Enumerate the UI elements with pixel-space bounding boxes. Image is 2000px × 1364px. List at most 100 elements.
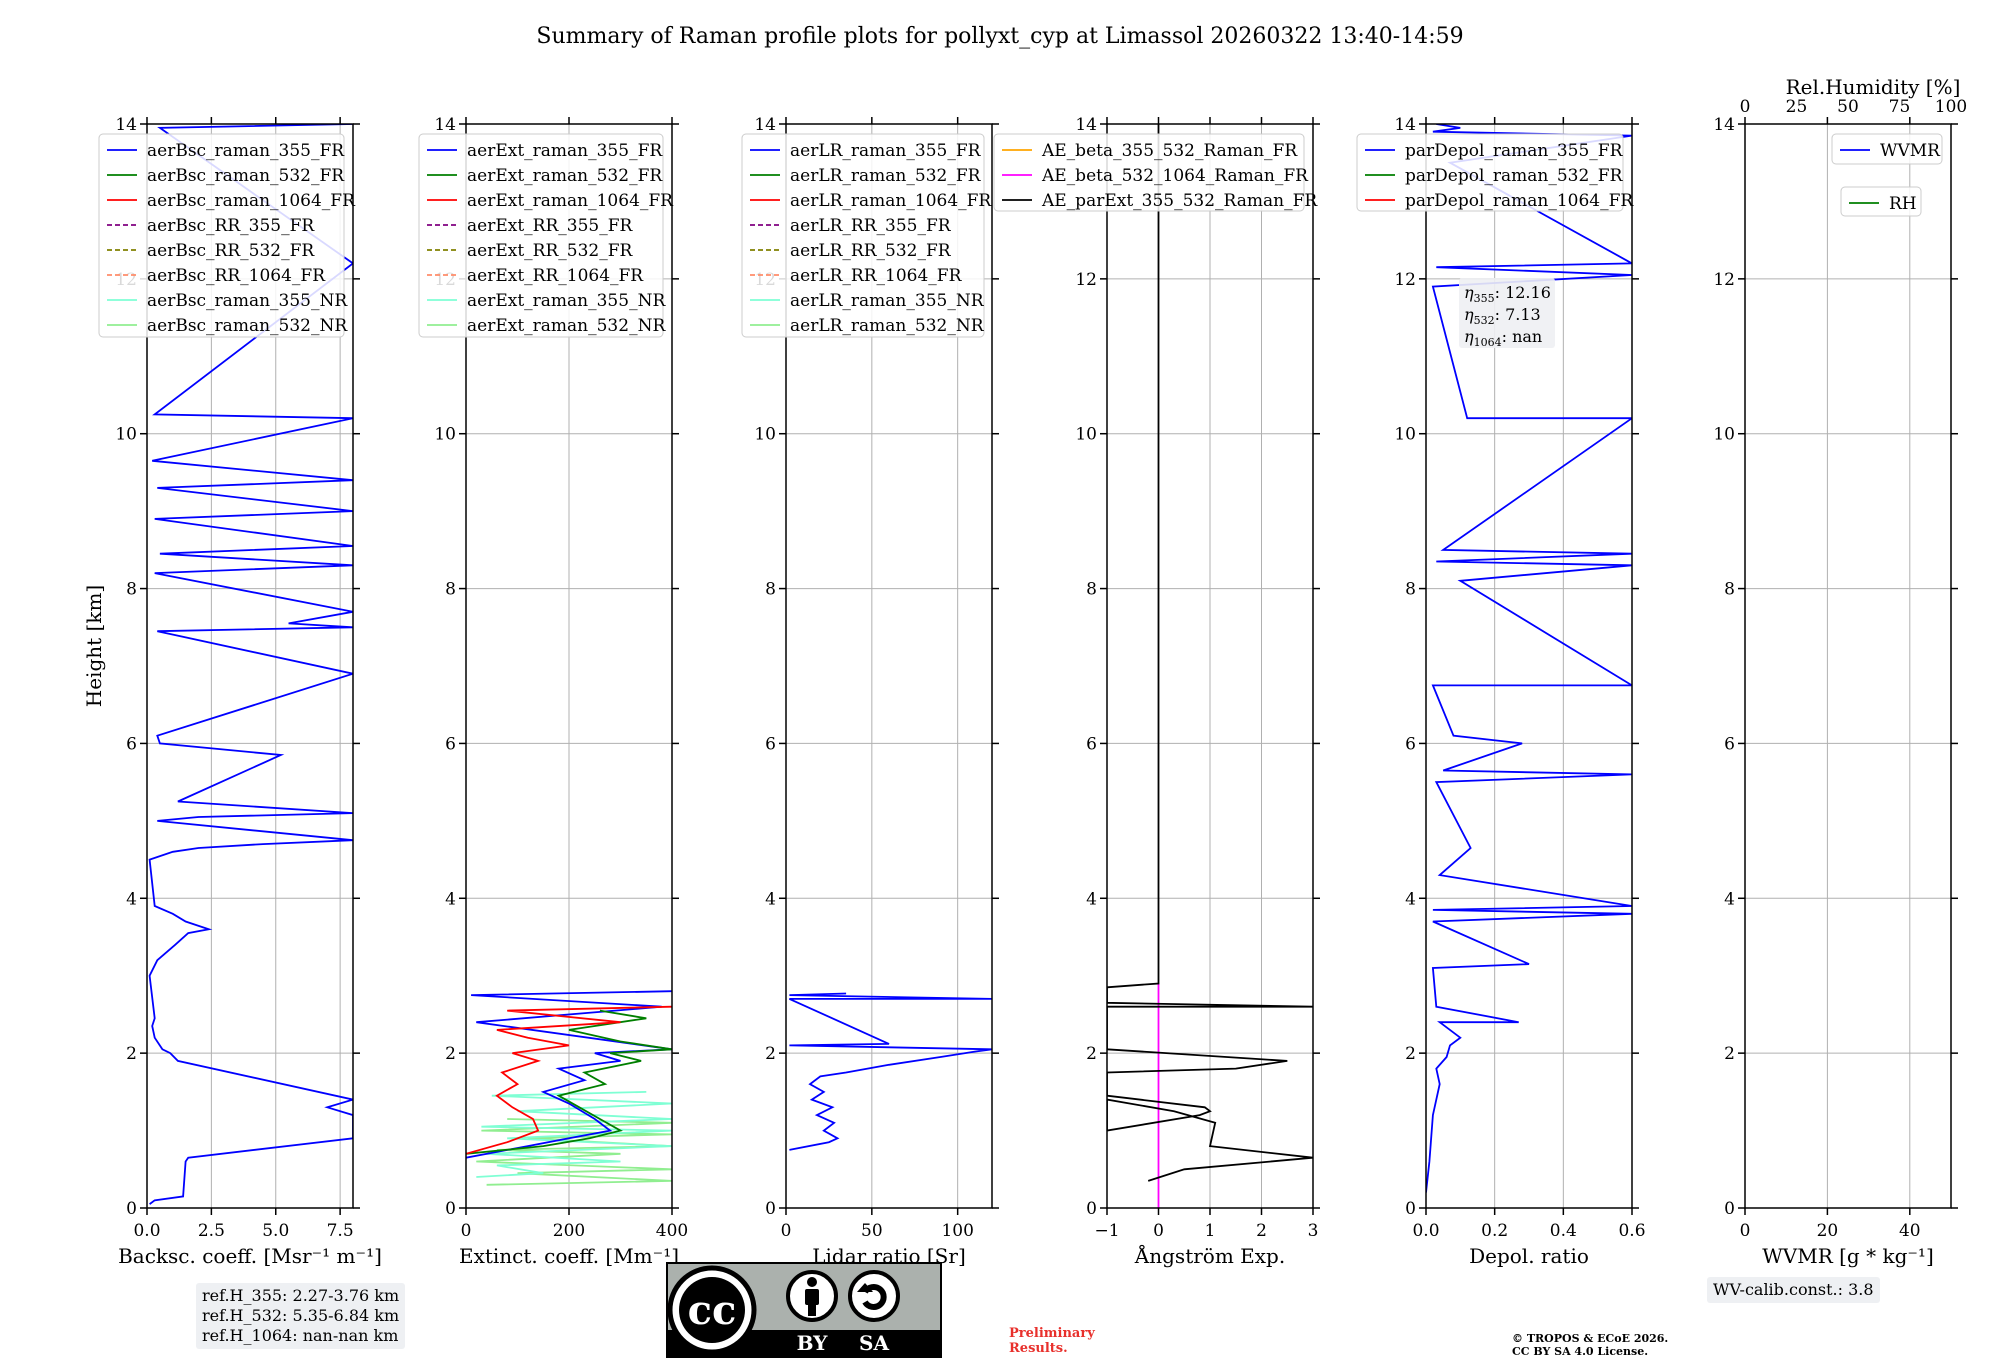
xtick-label-bsc-2: 5.0 (262, 1221, 289, 1241)
legend-bsc: aerBsc_raman_355_FR aerBsc_raman_532_FRae… (98, 133, 356, 338)
eta-symbol-0: η (1464, 283, 1474, 302)
legend-label-bsc-0: aerBsc_raman_355_FR (147, 141, 345, 161)
xlabel-ext: Extinct. coeff. [Mm⁻¹] (459, 1244, 679, 1268)
legend-label-depol-2: parDepol_raman_1064_FR (1405, 191, 1634, 211)
legend-label-bsc-1: aerBsc_raman_532_FR (147, 166, 345, 186)
xtick-label-ext-1: 200 (553, 1221, 585, 1241)
ytick-label-ae-1: 2 (1086, 1044, 1097, 1064)
ytick-label-ext-4: 8 (445, 580, 456, 600)
legend-label-bsc-3: aerBsc_RR_355_FR (147, 216, 315, 236)
legend-label-ext-7: aerExt_raman_532_NR (467, 316, 666, 336)
sa-arrow-icon (862, 1284, 887, 1310)
xtick-label-ae-2: 1 (1205, 1221, 1216, 1241)
xlabel-wv: WVMR [g * kg⁻¹] (1762, 1244, 1934, 1268)
by-person-legs (808, 1304, 816, 1316)
xtick-label-depol-0: 0.0 (1412, 1221, 1439, 1241)
eta-annotation-0: η355: 12.16 (1464, 283, 1551, 305)
legend-label-lr-4: aerLR_RR_532_FR (790, 241, 952, 261)
ytick-label-ext-3: 6 (445, 734, 456, 754)
panel-lr: 05010002468101214Lidar ratio [Sr]aerLR_r… (741, 115, 999, 1268)
xtick-label-ae-0: −1 (1094, 1221, 1119, 1241)
preliminary-note: Preliminary Results. (1009, 1326, 1095, 1356)
ytick-label-wv-7: 14 (1713, 115, 1735, 135)
legend-label-ext-2: aerExt_raman_1064_FR (467, 191, 674, 211)
ytick-label-ae-4: 8 (1086, 580, 1097, 600)
xtick-label-depol-1: 0.2 (1481, 1221, 1508, 1241)
legend-ext: aerExt_raman_355_FR aerExt_raman_532_FRae… (418, 133, 674, 338)
eta-symbol-1: η (1464, 305, 1474, 324)
legend-label-ext-6: aerExt_raman_355_NR (467, 291, 666, 311)
xtick-label-ae-1: 0 (1153, 1221, 1164, 1241)
ytick-label-lr-5: 10 (754, 425, 776, 445)
ytick-label-ae-3: 6 (1086, 734, 1097, 754)
ytick-label-bsc-1: 2 (126, 1044, 137, 1064)
legend-label-ext-3: aerExt_RR_355_FR (467, 216, 633, 236)
legend-label-lr-2: aerLR_raman_1064_FR (790, 191, 992, 211)
ytick-label-bsc-0: 0 (126, 1199, 137, 1219)
ytick-label-lr-2: 4 (765, 889, 776, 909)
legend-frame-wv-2 (1840, 186, 1922, 217)
eta-value-2: : nan (1502, 327, 1543, 346)
ytick-label-depol-5: 10 (1394, 425, 1416, 445)
ref-height-box: ref.H_355: 2.27-3.76 km ref.H_532: 5.35-… (196, 1283, 406, 1349)
ytick-label-lr-1: 2 (765, 1044, 776, 1064)
xtick-label-ae-3: 2 (1256, 1221, 1267, 1241)
legend-label-lr-3: aerLR_RR_355_FR (790, 216, 952, 236)
cc-inner-icon (679, 1277, 745, 1343)
ytick-label-bsc-3: 6 (126, 734, 137, 754)
eta-annotation-2: η1064: nan (1464, 327, 1542, 349)
preliminary-line-2: Results. (1009, 1341, 1068, 1356)
cc-license-logo: cc BY SA (666, 1262, 942, 1358)
legend-label-ext-1: aerExt_raman_532_FR (467, 166, 663, 186)
ytick-label-bsc-2: 4 (126, 889, 137, 909)
legend-label-bsc-5: aerBsc_RR_1064_FR (147, 266, 326, 286)
ytick-label-lr-0: 0 (765, 1199, 776, 1219)
legend-label-ext-5: aerExt_RR_1064_FR (467, 266, 644, 286)
ytick-label-depol-4: 8 (1405, 580, 1416, 600)
preliminary-line-1: Preliminary (1009, 1326, 1095, 1341)
copyright-line-1: © TROPOS & ECoE 2026. (1512, 1332, 1669, 1345)
legend-frame-lr (741, 133, 985, 338)
eta-value-1: : 7.13 (1495, 305, 1541, 324)
ytick-label-bsc-4: 8 (126, 580, 137, 600)
eta-subscript-0: 355 (1474, 292, 1495, 305)
ytick-label-depol-7: 14 (1394, 115, 1416, 135)
legend-label-ext-0: aerExt_raman_355_FR (467, 141, 663, 161)
legend-label-lr-0: aerLR_raman_355_FR (790, 141, 982, 161)
ylabel-bsc: Height [km] (82, 585, 106, 707)
ytick-label-lr-7: 14 (754, 115, 776, 135)
top-xlabel-wv: Rel.Humidity [%] (1786, 75, 1961, 99)
top-xtick-label-3: 75 (1889, 97, 1911, 117)
eta-subscript-2: 1064 (1474, 336, 1502, 349)
xtick-label-wv-1: 20 (1817, 1221, 1839, 1241)
xtick-label-lr-1: 50 (861, 1221, 883, 1241)
axes-frame-lr (785, 123, 993, 1209)
ytick-label-wv-5: 10 (1713, 425, 1735, 445)
xtick-label-lr-0: 0 (781, 1221, 792, 1241)
legend-label-depol-0: parDepol_raman_355_FR (1405, 141, 1624, 161)
ytick-label-ae-6: 12 (1075, 270, 1097, 290)
legend-label-bsc-2: aerBsc_raman_1064_FR (147, 191, 356, 211)
legend-frame-ae (993, 133, 1305, 212)
legend-wv-2: RH (1840, 186, 1922, 217)
ref-height-1064: ref.H_1064: nan-nan km (202, 1326, 399, 1345)
legend-depol: parDepol_raman_355_FR parDepol_raman_532_… (1356, 133, 1634, 212)
ref-height-355: ref.H_355: 2.27-3.76 km (202, 1286, 400, 1305)
copyright-note: © TROPOS & ECoE 2026. CC BY SA 4.0 Licen… (1512, 1332, 1668, 1358)
legend-frame-ext (418, 133, 664, 338)
ytick-label-ae-2: 4 (1086, 889, 1097, 909)
ytick-label-lr-3: 6 (765, 734, 776, 754)
xtick-label-ae-4: 3 (1308, 1221, 1319, 1241)
ytick-label-wv-1: 2 (1724, 1044, 1735, 1064)
eta-annotation-1: η532: 7.13 (1464, 305, 1541, 327)
sa-arrow-head (857, 1283, 873, 1292)
ytick-label-depol-2: 4 (1405, 889, 1416, 909)
ytick-label-wv-4: 8 (1724, 580, 1735, 600)
top-xtick-label-1: 25 (1786, 97, 1808, 117)
legend-label-lr-7: aerLR_raman_532_NR (790, 316, 985, 336)
xtick-label-bsc-3: 7.5 (327, 1221, 354, 1241)
